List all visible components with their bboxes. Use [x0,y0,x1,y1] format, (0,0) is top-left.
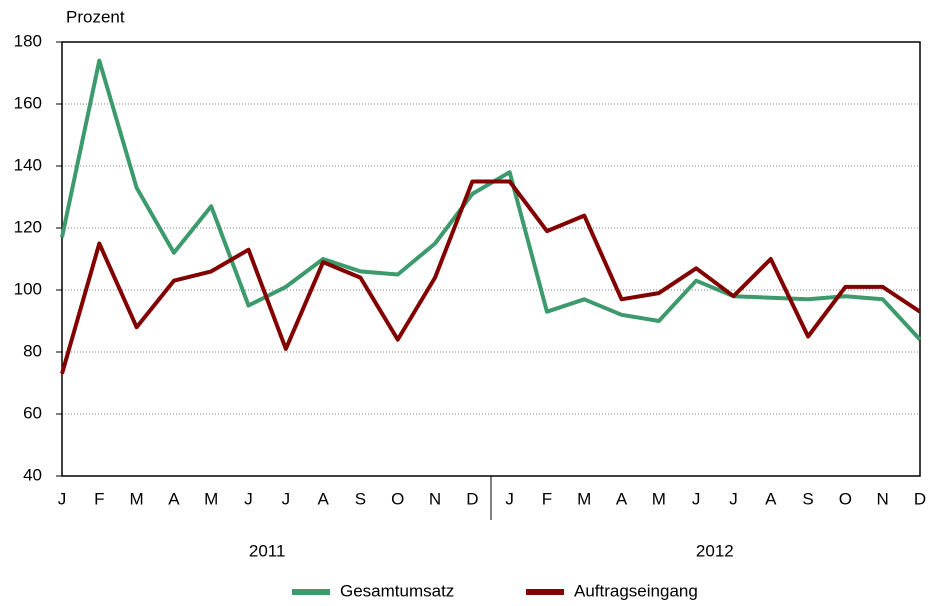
x-tick-label: A [317,489,329,508]
y-tick-label: 100 [14,279,42,298]
x-tick-label: J [282,489,291,508]
y-tick-label: 80 [23,341,42,360]
y-tick-label: 180 [14,31,42,50]
y-tick-label: 60 [23,403,42,422]
x-tick-label: A [765,489,777,508]
x-tick-label: J [505,489,514,508]
plot-frame [61,41,921,477]
x-tick-label: F [542,489,552,508]
x-tick-label: O [391,489,404,508]
year-label: 2012 [696,541,734,560]
x-tick-label: M [204,489,218,508]
y-tick-label: 120 [14,217,42,236]
x-tick-label: J [244,489,253,508]
y-axis-label: Prozent [66,7,125,26]
x-tick-label: M [577,489,591,508]
x-tick-label: N [429,489,441,508]
x-tick-label: O [839,489,852,508]
y-tick-label: 160 [14,93,42,112]
x-tick-label: F [94,489,104,508]
x-tick-label: N [877,489,889,508]
x-tick-label: J [58,489,67,508]
y-tick-label: 140 [14,155,42,174]
legend-label: Gesamtumsatz [340,581,454,600]
y-tick-label: 40 [23,465,42,484]
x-tick-label: D [914,489,926,508]
x-tick-label: J [729,489,738,508]
x-tick-label: S [355,489,366,508]
x-tick-label: A [616,489,628,508]
x-tick-label: M [130,489,144,508]
legend-label: Auftragseingang [574,581,698,600]
year-label: 2011 [249,541,286,560]
x-tick-label: J [692,489,701,508]
x-tick-label: M [652,489,666,508]
x-tick-label: A [168,489,180,508]
series-line [60,179,922,375]
x-tick-label: S [802,489,813,508]
x-tick-label: D [466,489,478,508]
